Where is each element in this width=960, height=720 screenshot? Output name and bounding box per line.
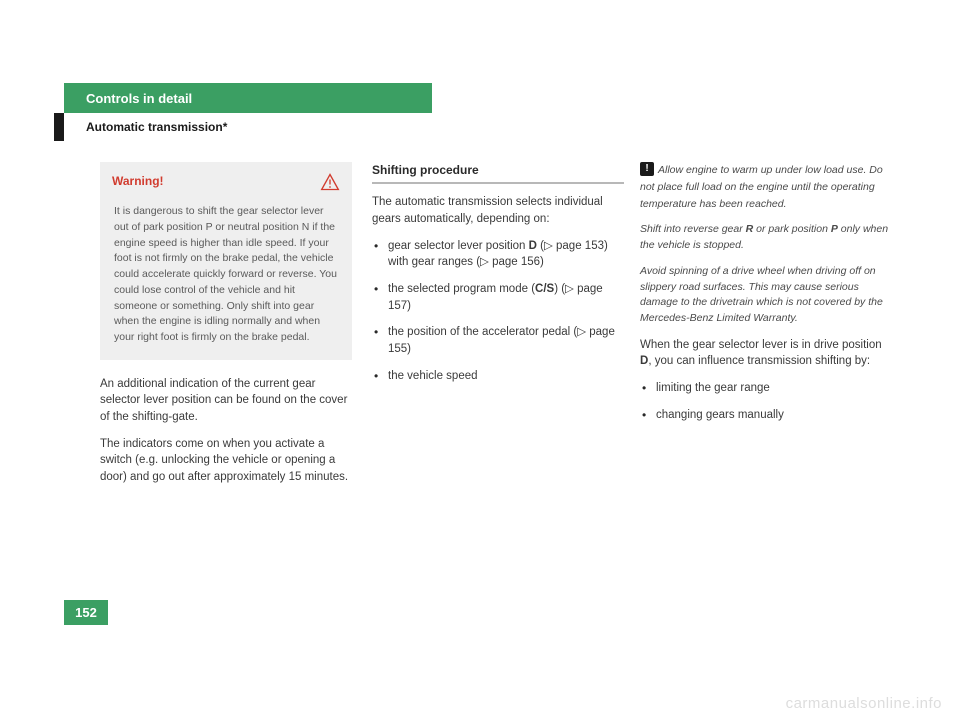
warning-icon: [320, 172, 340, 192]
note-text-1: Allow engine to warm up under low load u…: [640, 164, 883, 210]
col1-para2: The indicators come on when you activate…: [100, 436, 352, 486]
chapter-bar: Controls in detail: [64, 83, 432, 113]
column-2: Shifting procedure The automatic transmi…: [372, 162, 624, 394]
warning-title: Warning!: [112, 173, 164, 190]
note-text-3: Avoid spinning of a drive wheel when dri…: [640, 264, 892, 327]
chapter-title: Controls in detail: [86, 91, 192, 106]
list-item: changing gears manually: [640, 407, 892, 424]
col2-intro: The automatic transmission selects indiv…: [372, 194, 624, 227]
warning-body: It is dangerous to shift the gear select…: [100, 200, 352, 360]
warning-header: Warning!: [100, 162, 352, 200]
shifting-heading: Shifting procedure: [372, 162, 624, 184]
warning-box: Warning! It is dangerous to shift the ge…: [100, 162, 352, 360]
col2-list: gear selector lever position D (▷ page 1…: [372, 238, 624, 385]
col3-list: limiting the gear range changing gears m…: [640, 380, 892, 423]
watermark: carmanualsonline.info: [786, 695, 942, 712]
column-1: Warning! It is dangerous to shift the ge…: [100, 162, 352, 496]
note-block: !Allow engine to warm up under low load …: [640, 162, 892, 212]
col3-para: When the gear selector lever is in drive…: [640, 337, 892, 370]
section-bar: Automatic transmission*: [64, 113, 432, 141]
list-item: the selected program mode (C/S) (▷ page …: [372, 281, 624, 314]
side-tab: [54, 113, 64, 141]
col1-para1: An additional indication of the current …: [100, 376, 352, 426]
list-item: limiting the gear range: [640, 380, 892, 397]
note-icon: !: [640, 162, 654, 176]
note-text-2: Shift into reverse gear R or park positi…: [640, 222, 892, 254]
page-number-box: 152: [64, 600, 108, 625]
list-item: the position of the accelerator pedal (▷…: [372, 324, 624, 357]
page-number: 152: [75, 605, 97, 620]
column-3: !Allow engine to warm up under low load …: [640, 162, 892, 433]
list-item: gear selector lever position D (▷ page 1…: [372, 238, 624, 271]
list-item: the vehicle speed: [372, 368, 624, 385]
section-title: Automatic transmission*: [86, 120, 227, 134]
